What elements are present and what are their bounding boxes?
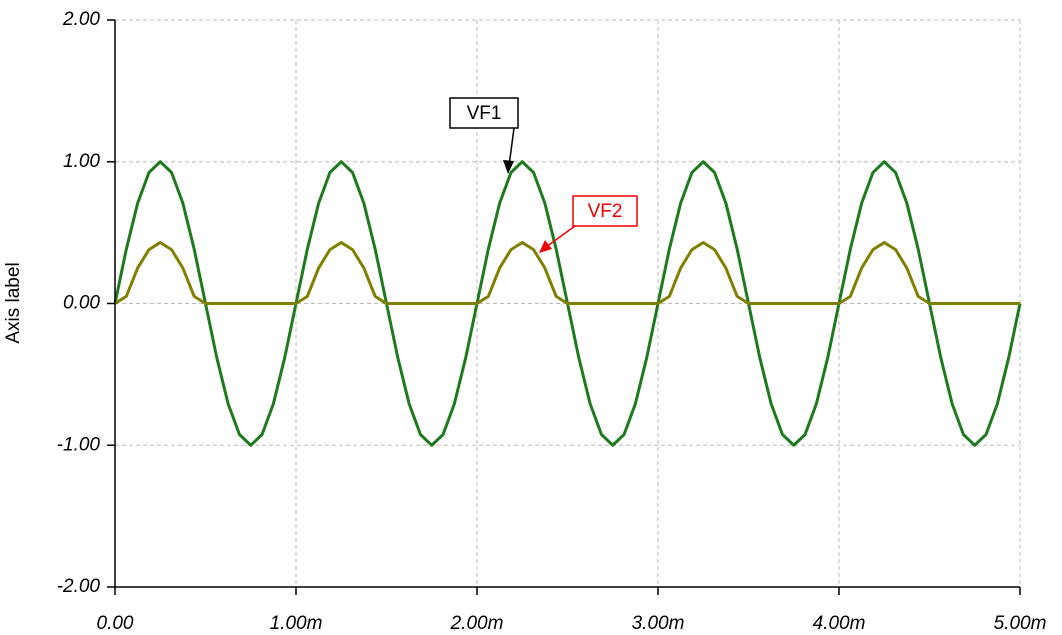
x-tick-label: 1.00m (270, 613, 323, 634)
y-tick-label: 0.00 (63, 293, 100, 314)
plot-lines (113, 160, 1022, 447)
annotation-vf2: VF2 (539, 195, 638, 253)
x-tick-label: 5.00m (994, 613, 1047, 634)
arrow (508, 127, 515, 167)
annotation-vf1: VF1 (449, 97, 519, 174)
x-tick-label: 2.00m (450, 613, 504, 634)
y-tick-label: 1.00 (63, 151, 100, 172)
series-label: VF1 (467, 103, 502, 124)
x-tick-label: 3.00m (632, 613, 685, 634)
series-label: VF2 (588, 201, 623, 222)
label-box (572, 195, 638, 227)
y-tick-label: 2.00 (62, 9, 100, 30)
y-tick-label: -2.00 (57, 576, 101, 597)
arrow (545, 225, 576, 248)
grid (107, 19, 1021, 595)
arrow-head (539, 240, 552, 253)
series-line (114, 241, 1020, 305)
x-tick-label: 0.00 (97, 613, 134, 634)
x-tick-label: 4.00m (813, 613, 866, 634)
label-box (449, 97, 519, 129)
y-tick-label: -1.00 (57, 434, 101, 455)
y-axis-label: Axis label (3, 262, 24, 343)
arrow-head (503, 160, 514, 174)
